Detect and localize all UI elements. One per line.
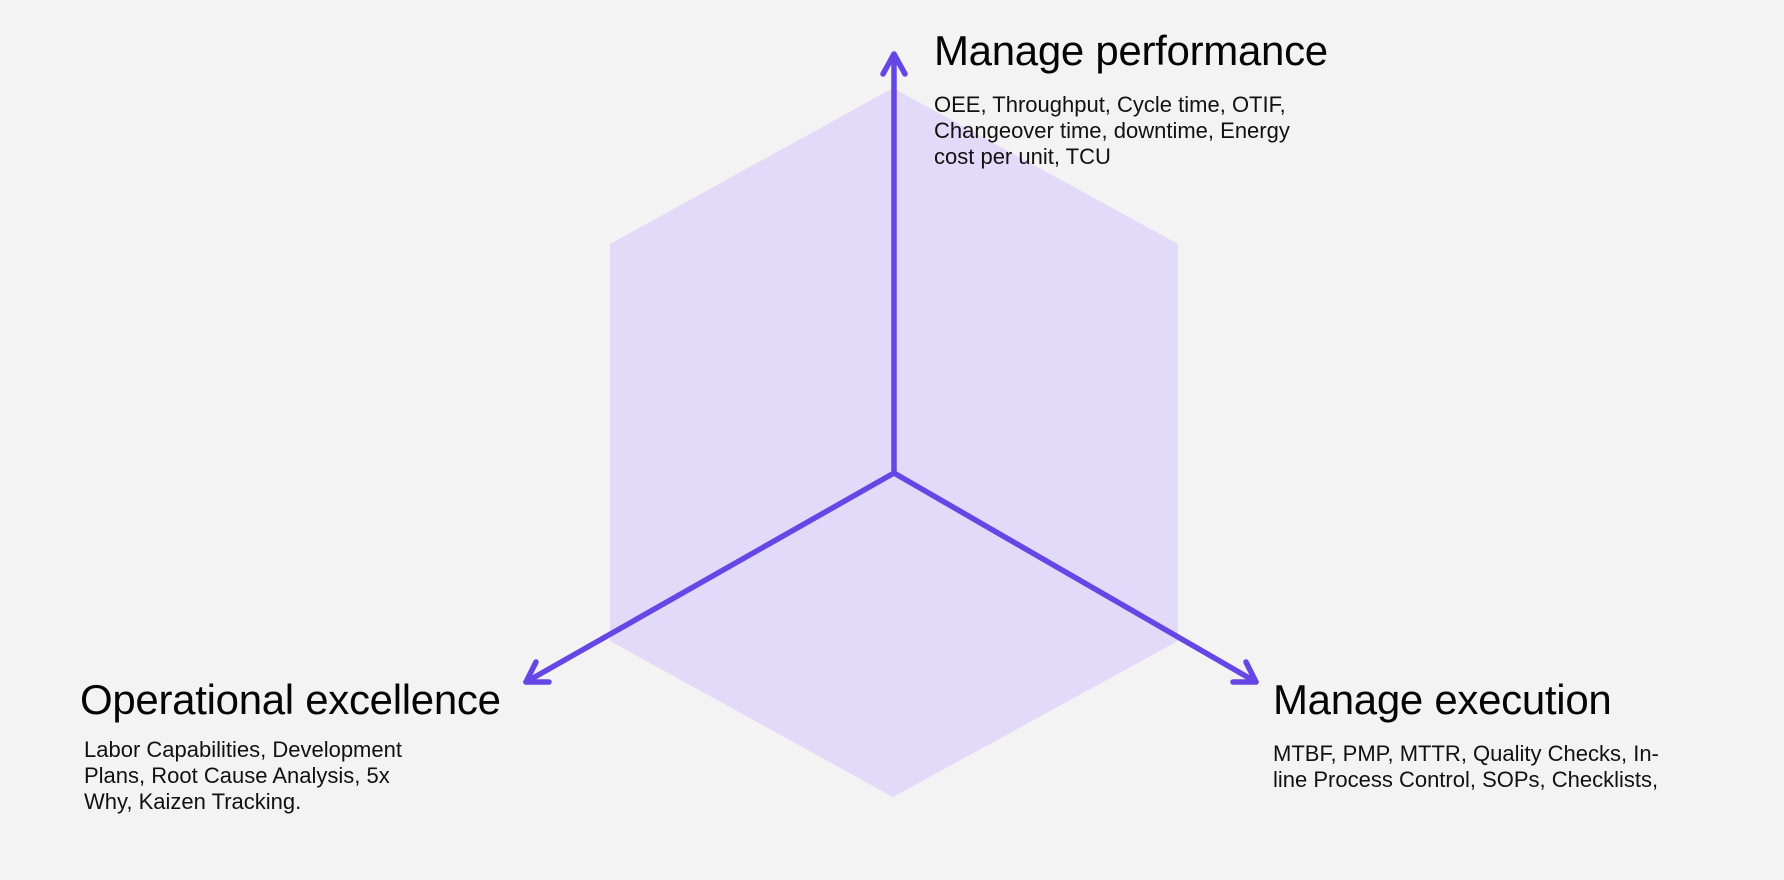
execution-block: Manage execution MTBF, PMP, MTTR, Qualit…	[1273, 675, 1663, 793]
excellence-title: Operational excellence	[80, 676, 501, 723]
execution-description: MTBF, PMP, MTTR, Quality Checks, In-line…	[1273, 741, 1659, 792]
axis-execution-arrow	[891, 470, 1259, 685]
excellence-block: Operational excellence Labor Capabilitie…	[80, 675, 501, 815]
execution-title: Manage execution	[1273, 676, 1612, 723]
excellence-description: Labor Capabilities, Development Plans, R…	[84, 737, 402, 814]
performance-description: OEE, Throughput, Cycle time, OTIF, Chang…	[934, 92, 1290, 169]
arrowhead-down-left-icon	[523, 659, 552, 685]
axis-excellence-arrow	[523, 470, 897, 685]
performance-block: Manage performance OEE, Throughput, Cycl…	[934, 26, 1334, 170]
performance-title: Manage performance	[934, 27, 1328, 74]
axis-performance-arrow	[880, 51, 908, 476]
arrowhead-down-right-icon	[1230, 659, 1259, 685]
arrowhead-up-icon	[880, 51, 908, 77]
